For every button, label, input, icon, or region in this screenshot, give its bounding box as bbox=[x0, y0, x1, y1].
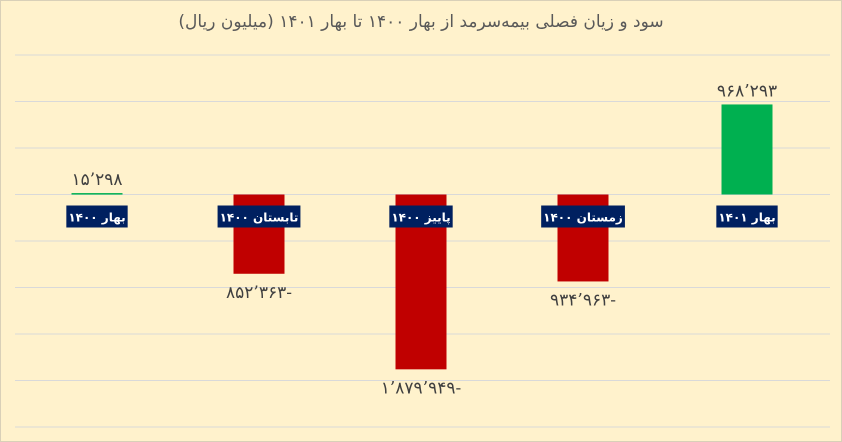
category-label-box bbox=[66, 205, 128, 228]
data-label: ۱’۸۷۹’۹۴۹- bbox=[381, 378, 461, 398]
category-label-box bbox=[217, 205, 301, 228]
category-label-box bbox=[389, 205, 453, 228]
category-label: تابستان ۱۴۰۰ bbox=[220, 211, 299, 225]
bar bbox=[721, 104, 773, 195]
data-label: ۸۵۲’۳۶۳- bbox=[226, 283, 292, 303]
category-label: پاییز ۱۴۰۰ bbox=[391, 211, 450, 225]
data-label: ۹۶۸’۲۹۳ bbox=[717, 81, 777, 101]
category-label-box bbox=[716, 205, 778, 228]
category-label-box bbox=[541, 205, 625, 228]
data-label: ۹۳۴’۹۶۳- bbox=[550, 290, 616, 310]
category-label: زمستان ۱۴۰۰ bbox=[543, 211, 623, 225]
chart-title: سود و زیان فصلی بیمه‌سرمد از بهار ۱۴۰۰ ت… bbox=[178, 12, 664, 32]
bar bbox=[71, 193, 123, 195]
category-label: بهار ۱۴۰۰ bbox=[68, 211, 125, 225]
data-label: ۱۵’۲۹۸ bbox=[71, 170, 122, 190]
category-label: بهار ۱۴۰۱ bbox=[718, 211, 775, 225]
